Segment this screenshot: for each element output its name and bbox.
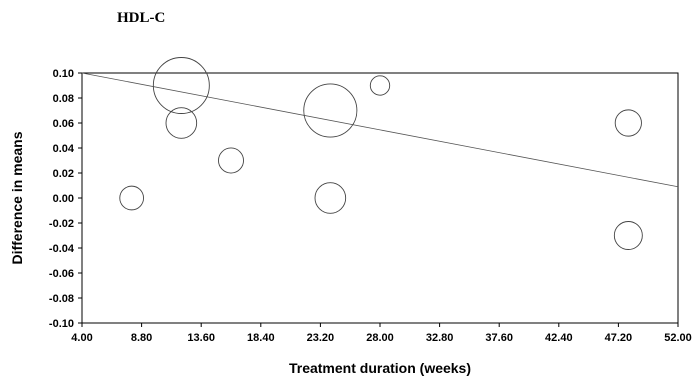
plot-area — [81, 72, 679, 324]
x-tick-label: 32.80 — [426, 332, 454, 344]
bubble-point — [614, 109, 642, 137]
y-axis-label: Difference in means — [9, 131, 25, 264]
y-tick-label: -0.06 — [49, 268, 74, 280]
x-tick-label: 4.00 — [71, 332, 92, 344]
bubble-point — [314, 182, 347, 214]
y-tick-label: 0.08 — [53, 93, 74, 105]
y-tick-label: 0.04 — [53, 143, 75, 155]
bubble-point — [369, 75, 391, 96]
x-tick-label: 47.20 — [605, 332, 633, 344]
bubble-point — [303, 83, 358, 138]
x-tick-label: 37.60 — [485, 332, 513, 344]
x-tick-label: 13.60 — [187, 332, 215, 344]
x-tick-label: 8.80 — [131, 332, 152, 344]
regression-line — [81, 72, 679, 188]
x-axis-ticks: 4.00 8.80 13.60 18.40 23.20 28.00 32.80 37.60 42… — [71, 323, 692, 344]
y-tick-label: 0.10 — [53, 68, 74, 80]
bubble-point — [218, 147, 244, 174]
x-tick-label: 23.20 — [307, 332, 335, 344]
chart-title: HDL-C — [117, 10, 165, 26]
x-axis-label: Treatment duration (weeks) — [289, 360, 471, 376]
y-tick-label: -0.02 — [49, 218, 74, 230]
bubble-point — [613, 221, 643, 250]
x-tick-label: 52.00 — [664, 332, 692, 344]
y-tick-label: 0.06 — [53, 118, 74, 130]
y-tick-label: -0.10 — [49, 318, 74, 330]
x-tick-label: 28.00 — [366, 332, 394, 344]
y-tick-label: -0.04 — [49, 243, 75, 255]
y-axis-ticks: 0.10 0.08 0.06 0.04 0.02 0.00 -0.02 -0.04 -0.06 -… — [49, 68, 82, 330]
bubble-point — [165, 107, 198, 139]
x-tick-label: 42.40 — [545, 332, 573, 344]
x-tick-label: 18.40 — [247, 332, 275, 344]
y-tick-label: -0.08 — [49, 293, 74, 305]
bubble-points — [119, 57, 643, 250]
bubble-point — [152, 57, 210, 114]
y-tick-label: 0.02 — [53, 168, 74, 180]
bubble-point — [119, 185, 144, 211]
y-tick-label: 0.00 — [53, 193, 74, 205]
